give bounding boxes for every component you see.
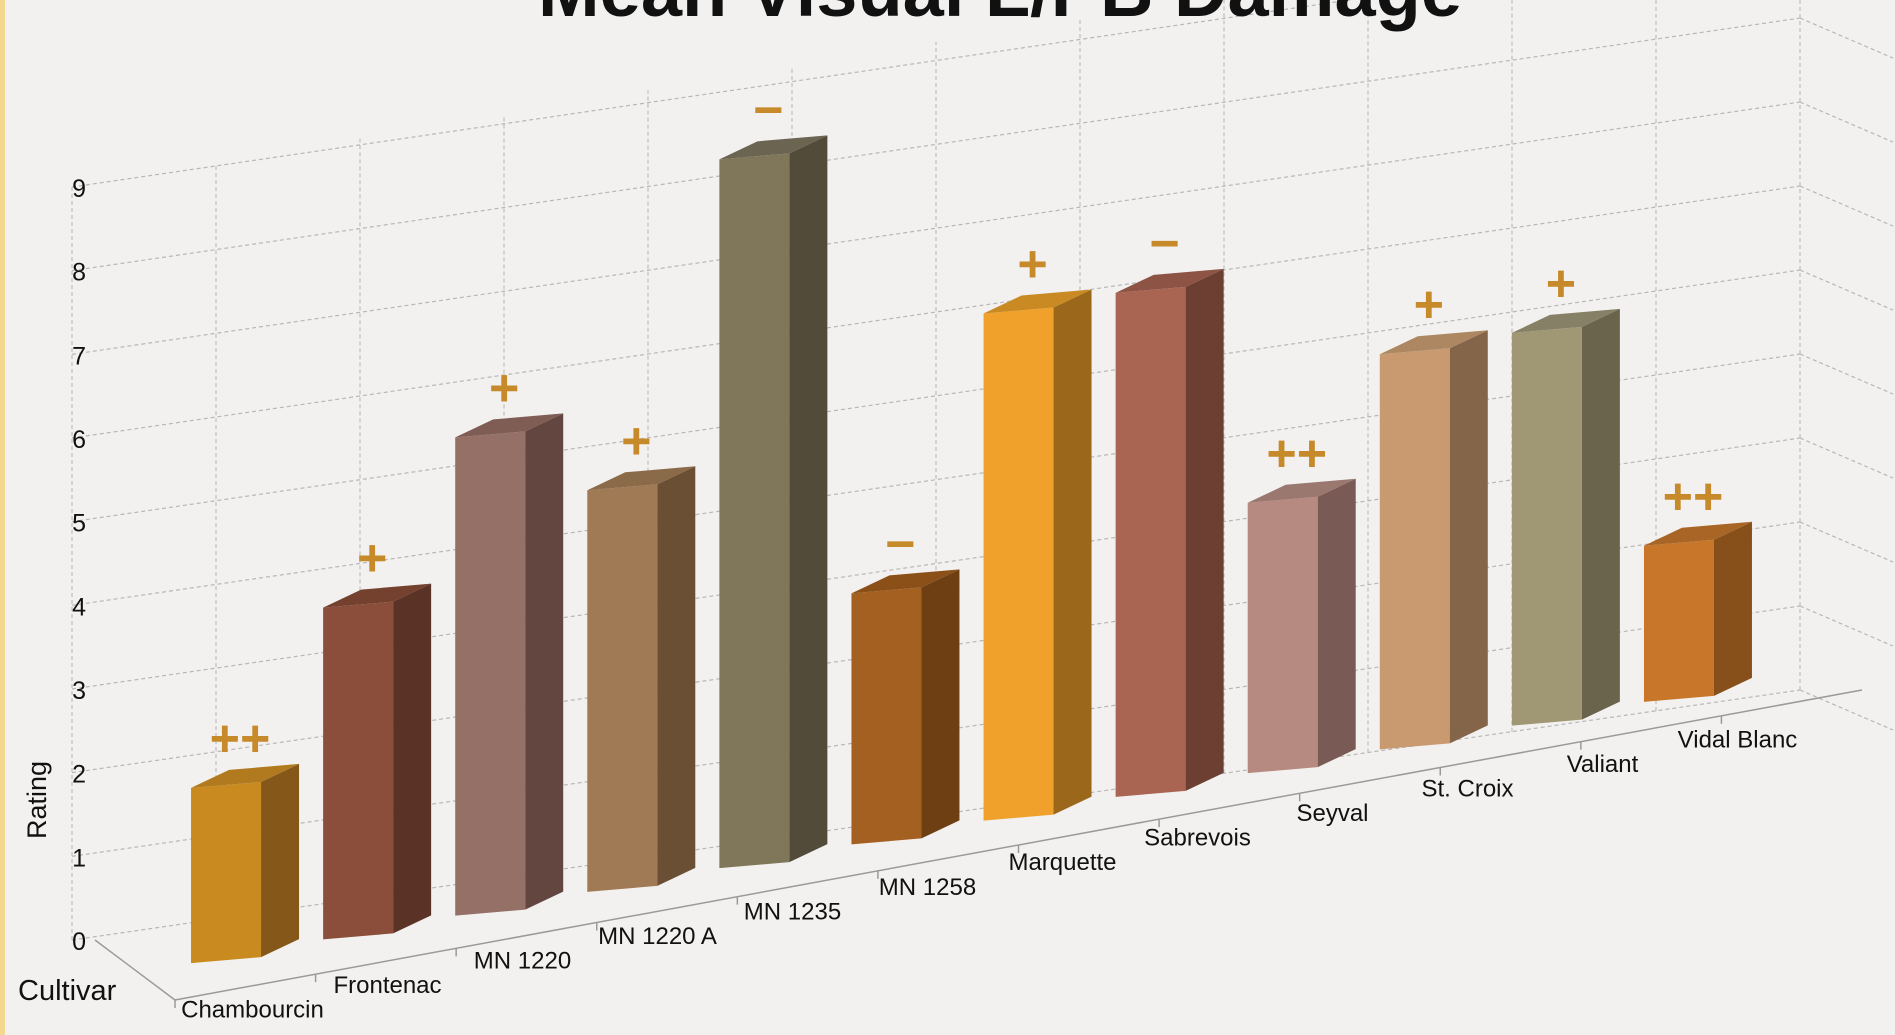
- bar-front-face: [1247, 496, 1318, 774]
- y-tick-label: 7: [72, 342, 86, 370]
- bar: [1511, 308, 1620, 726]
- chart-title: Mean Visual L/PB Damage: [538, 0, 1462, 32]
- side-gridline: [1799, 17, 1894, 59]
- y-tick-label: 9: [72, 175, 86, 203]
- bar: [719, 135, 828, 869]
- bar-top-face: [851, 569, 960, 594]
- bars-layer: [191, 135, 1752, 964]
- bar-front-face: [455, 431, 526, 916]
- bar-top-face: [455, 413, 564, 438]
- bar: [1115, 268, 1224, 797]
- bar-top-face: [1379, 330, 1488, 355]
- bar-side-face: [1581, 308, 1620, 720]
- category-label: Valiant: [1567, 751, 1639, 778]
- category-label: Frontenac: [333, 972, 441, 999]
- significance-mark: −: [753, 81, 783, 139]
- significance-mark: −: [1149, 215, 1179, 273]
- bar-side-face: [1449, 330, 1488, 744]
- category-label: St. Croix: [1421, 775, 1513, 802]
- category-label: MN 1235: [744, 898, 841, 925]
- side-gridline: [1799, 437, 1894, 479]
- bar: [191, 763, 300, 964]
- y-axis-label: Rating: [22, 761, 52, 839]
- side-gridline: [1799, 185, 1894, 227]
- significance-mark: ++: [1663, 468, 1724, 526]
- bar-front-face: [983, 307, 1054, 821]
- significance-mark: +: [1546, 255, 1576, 313]
- significance-mark: +: [621, 412, 651, 470]
- bar-front-face: [191, 781, 262, 964]
- y-tick-label: 2: [72, 761, 86, 789]
- significance-mark: +: [357, 530, 387, 588]
- bar-side-face: [525, 413, 564, 910]
- bar-top-face: [1643, 521, 1752, 546]
- bar: [455, 413, 564, 916]
- bar: [1643, 521, 1752, 702]
- significance-mark: ++: [210, 710, 271, 768]
- bar-side-face: [657, 466, 696, 886]
- bar-front-face: [1379, 348, 1450, 750]
- bar-front-face: [851, 587, 922, 845]
- bar-side-face: [921, 569, 960, 839]
- bar: [1247, 478, 1356, 774]
- left-accent-border: [0, 0, 5, 1035]
- significance-mark: +: [489, 359, 519, 417]
- side-gridline: [1799, 101, 1894, 143]
- y-tick-label: 8: [72, 259, 86, 287]
- significance-mark: +: [1414, 276, 1444, 334]
- y-tick-label: 5: [72, 510, 86, 538]
- side-gridline: [1799, 521, 1894, 563]
- y-tick-label: 4: [72, 593, 86, 621]
- category-label: MN 1258: [879, 874, 976, 901]
- bar-front-face: [1511, 326, 1582, 726]
- side-gridline: [1799, 353, 1894, 395]
- side-gridline: [1799, 689, 1894, 731]
- bar-side-face: [1317, 478, 1356, 768]
- category-label: MN 1220: [474, 948, 571, 975]
- bar-top-face: [1247, 478, 1356, 503]
- y-tick-label: 1: [72, 844, 86, 872]
- y-tick-label: 0: [72, 928, 86, 956]
- bar-top-face: [323, 583, 432, 608]
- floor-side-edge: [94, 939, 176, 1001]
- category-label: Marquette: [1008, 849, 1116, 876]
- bar-top-face: [1115, 268, 1224, 293]
- bar-side-face: [789, 135, 828, 863]
- category-label: Seyval: [1296, 800, 1368, 827]
- bar-side-face: [1713, 521, 1752, 696]
- bar: [851, 569, 960, 845]
- category-label: Chambourcin: [181, 997, 324, 1024]
- y-tick-label: 6: [72, 426, 86, 454]
- bar-side-face: [1053, 289, 1092, 815]
- bar-top-face: [1511, 308, 1620, 333]
- bar-front-face: [1643, 539, 1714, 702]
- y-tick-label: 3: [72, 677, 86, 705]
- bar-side-face: [261, 763, 300, 958]
- side-gridline: [1799, 269, 1894, 311]
- significance-mark: ++: [1266, 425, 1327, 483]
- significance-mark: +: [1017, 236, 1047, 294]
- bar-front-face: [719, 153, 790, 869]
- bar-top-face: [191, 763, 300, 788]
- bar-front-face: [323, 601, 394, 940]
- category-label: Sabrevois: [1144, 825, 1251, 852]
- bar-top-face: [719, 135, 828, 160]
- category-label: Vidal Blanc: [1678, 726, 1798, 753]
- bar-top-face: [587, 466, 696, 491]
- side-gridline: [1799, 605, 1894, 647]
- bar-top-face: [983, 289, 1092, 314]
- bar-side-face: [393, 583, 432, 934]
- x-axis-label: Cultivar: [18, 975, 117, 1007]
- bar: [1379, 330, 1488, 750]
- bar-front-face: [587, 484, 658, 892]
- bar: [983, 289, 1092, 821]
- category-label: MN 1220 A: [598, 923, 717, 950]
- bar: [587, 466, 696, 892]
- bar-side-face: [1185, 268, 1224, 791]
- bar: [323, 583, 432, 940]
- significance-mark: −: [885, 515, 915, 573]
- bar-front-face: [1115, 286, 1186, 797]
